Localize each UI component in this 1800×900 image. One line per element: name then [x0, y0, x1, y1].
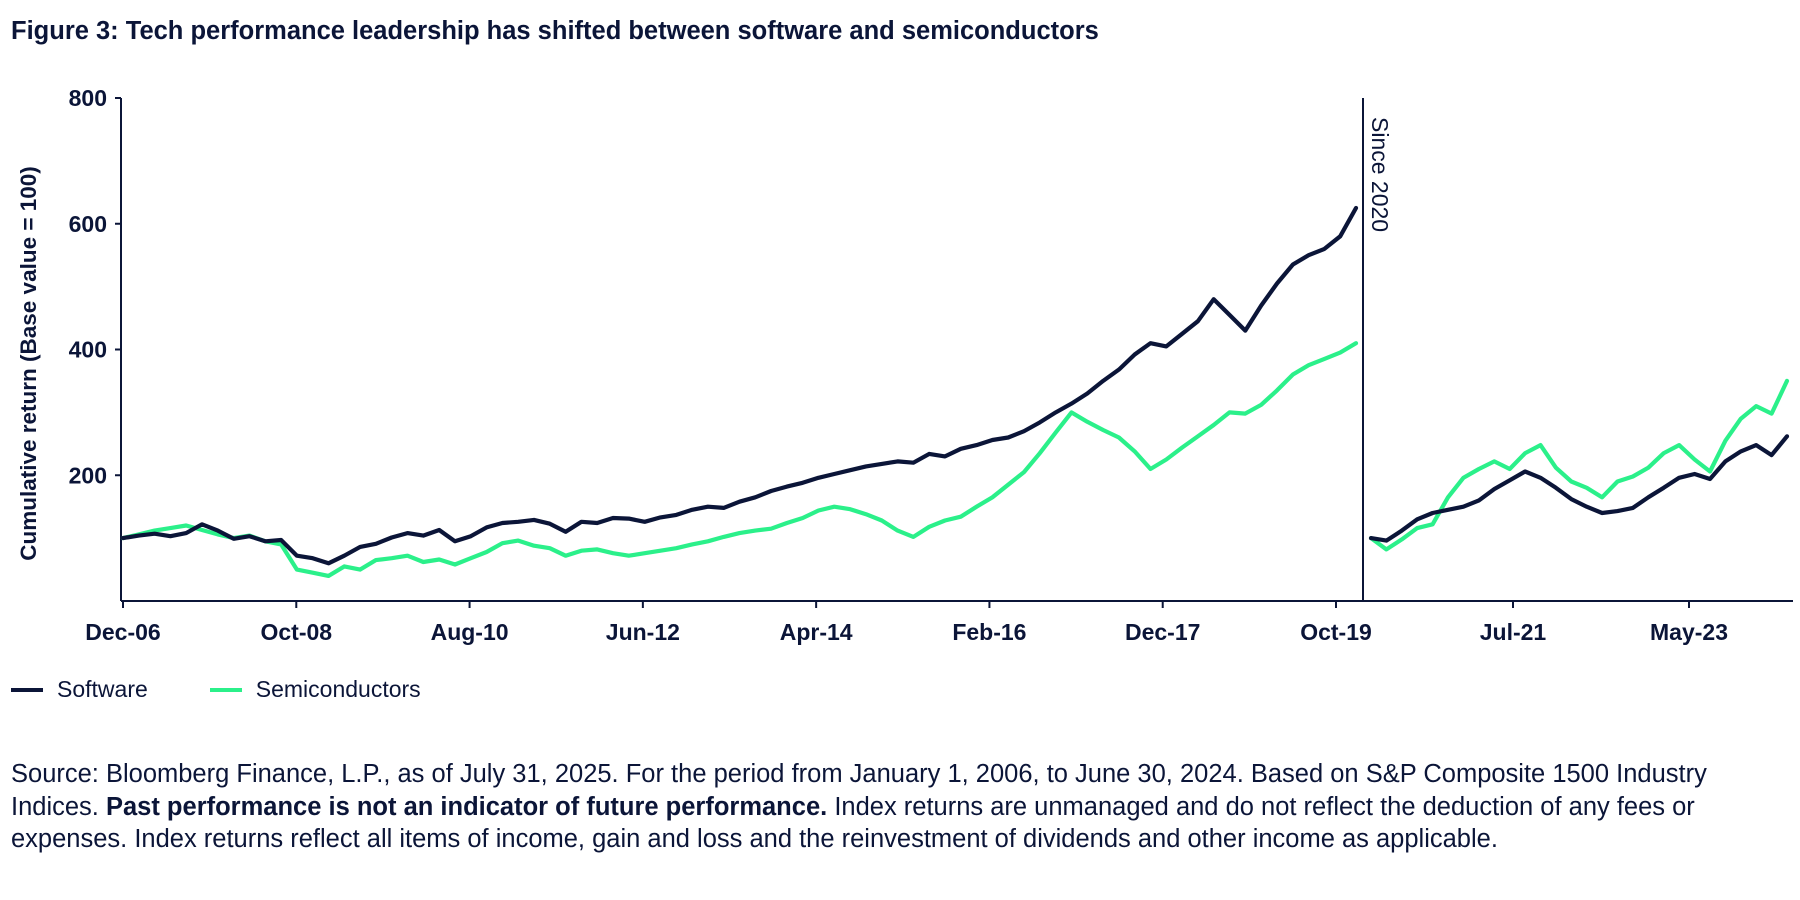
series-line-software-pre-2020 [120, 205, 1359, 566]
legend: Software Semiconductors [11, 676, 483, 703]
y-tick-label: 800 [69, 85, 107, 111]
chart-area: 200 400 600 800 Cumulative return (Base valu… [16, 85, 1793, 645]
source-text-part2: Index returns are unmanaged and do not r… [11, 792, 1695, 854]
x-tick-label: Aug-10 [431, 619, 509, 645]
x-tick-label: Oct-08 [260, 619, 332, 645]
period-annotation: Since 2020 [1367, 117, 1393, 232]
series-line-semiconductors-pre-2020 [120, 341, 1359, 579]
x-tick-label: Jul-21 [1480, 619, 1547, 645]
x-tick-label: Oct-19 [1300, 619, 1372, 645]
legend-swatch-semiconductors [209, 687, 242, 692]
legend-label-software: Software [57, 676, 148, 702]
chart-title: Figure 3: Tech performance leadership ha… [11, 17, 1099, 45]
source-text-part1: Source: Bloomberg Finance, L.P., as of J… [11, 760, 1707, 821]
legend-item-software: Software [11, 676, 148, 703]
chart-svg: 200 400 600 800 Cumulative return (Base valu… [16, 85, 1793, 645]
series-line-software-since-2020 [1368, 434, 1790, 543]
legend-item-semiconductors: Semiconductors [209, 676, 421, 703]
y-tick-label: 400 [69, 337, 107, 363]
x-tick-label: May-23 [1650, 619, 1728, 645]
x-tick-label: Feb-16 [952, 619, 1026, 645]
source-text-disclaimer: Past performance is not an indicator of … [105, 792, 828, 821]
x-tick-label: Dec-06 [85, 619, 160, 645]
y-tick-label: 600 [69, 211, 107, 237]
x-tick-label: Dec-17 [1125, 619, 1200, 645]
x-tick-label: Apr-14 [780, 619, 853, 645]
source-note: Source: Bloomberg Finance, L.P., as of J… [11, 758, 1791, 856]
y-axis-label: Cumulative return (Base value = 100) [16, 166, 41, 561]
legend-swatch-software [11, 687, 43, 692]
legend-label-semiconductors: Semiconductors [255, 676, 421, 702]
y-tick-label: 200 [69, 462, 107, 488]
x-tick-label: Jun-12 [606, 619, 680, 645]
